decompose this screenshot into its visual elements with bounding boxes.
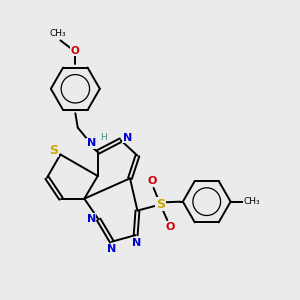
Text: N: N: [106, 244, 116, 254]
Text: H: H: [100, 133, 107, 142]
Text: CH₃: CH₃: [50, 29, 66, 38]
Text: N: N: [86, 214, 96, 224]
Text: O: O: [148, 176, 157, 186]
Text: N: N: [132, 238, 141, 248]
Text: S: S: [156, 197, 165, 211]
Text: CH₃: CH₃: [243, 196, 260, 206]
Text: N: N: [86, 138, 96, 148]
Text: O: O: [71, 46, 80, 56]
Text: N: N: [123, 133, 132, 143]
Text: S: S: [49, 143, 58, 157]
Text: O: O: [166, 222, 175, 232]
